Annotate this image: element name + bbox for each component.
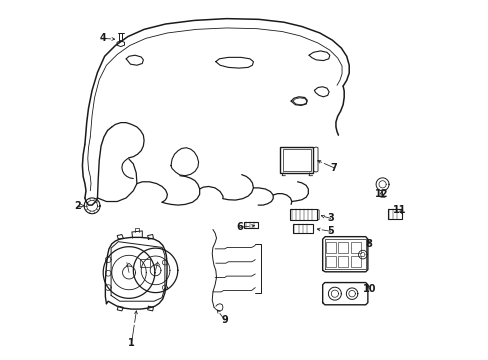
Text: 5: 5 <box>326 226 333 236</box>
Text: 9: 9 <box>221 315 228 325</box>
Bar <box>387 209 401 220</box>
Text: 7: 7 <box>330 163 337 173</box>
Bar <box>290 210 317 220</box>
Bar <box>350 256 360 267</box>
Text: 12: 12 <box>374 189 387 199</box>
Bar <box>140 259 149 267</box>
Text: 11: 11 <box>392 206 406 216</box>
Text: 2: 2 <box>74 201 81 211</box>
Bar <box>292 224 312 233</box>
Text: 3: 3 <box>326 213 333 223</box>
Text: 6: 6 <box>236 222 243 232</box>
Bar <box>325 242 336 253</box>
Bar <box>338 256 348 267</box>
Text: 8: 8 <box>365 239 372 249</box>
Bar <box>325 256 336 267</box>
Bar <box>119 33 122 41</box>
Bar <box>280 147 313 173</box>
Bar <box>350 242 360 253</box>
Bar <box>338 242 348 253</box>
Text: 10: 10 <box>362 284 375 294</box>
Text: 1: 1 <box>128 338 135 348</box>
Bar <box>282 149 310 171</box>
Text: 4: 4 <box>99 33 106 43</box>
Bar <box>244 222 258 228</box>
